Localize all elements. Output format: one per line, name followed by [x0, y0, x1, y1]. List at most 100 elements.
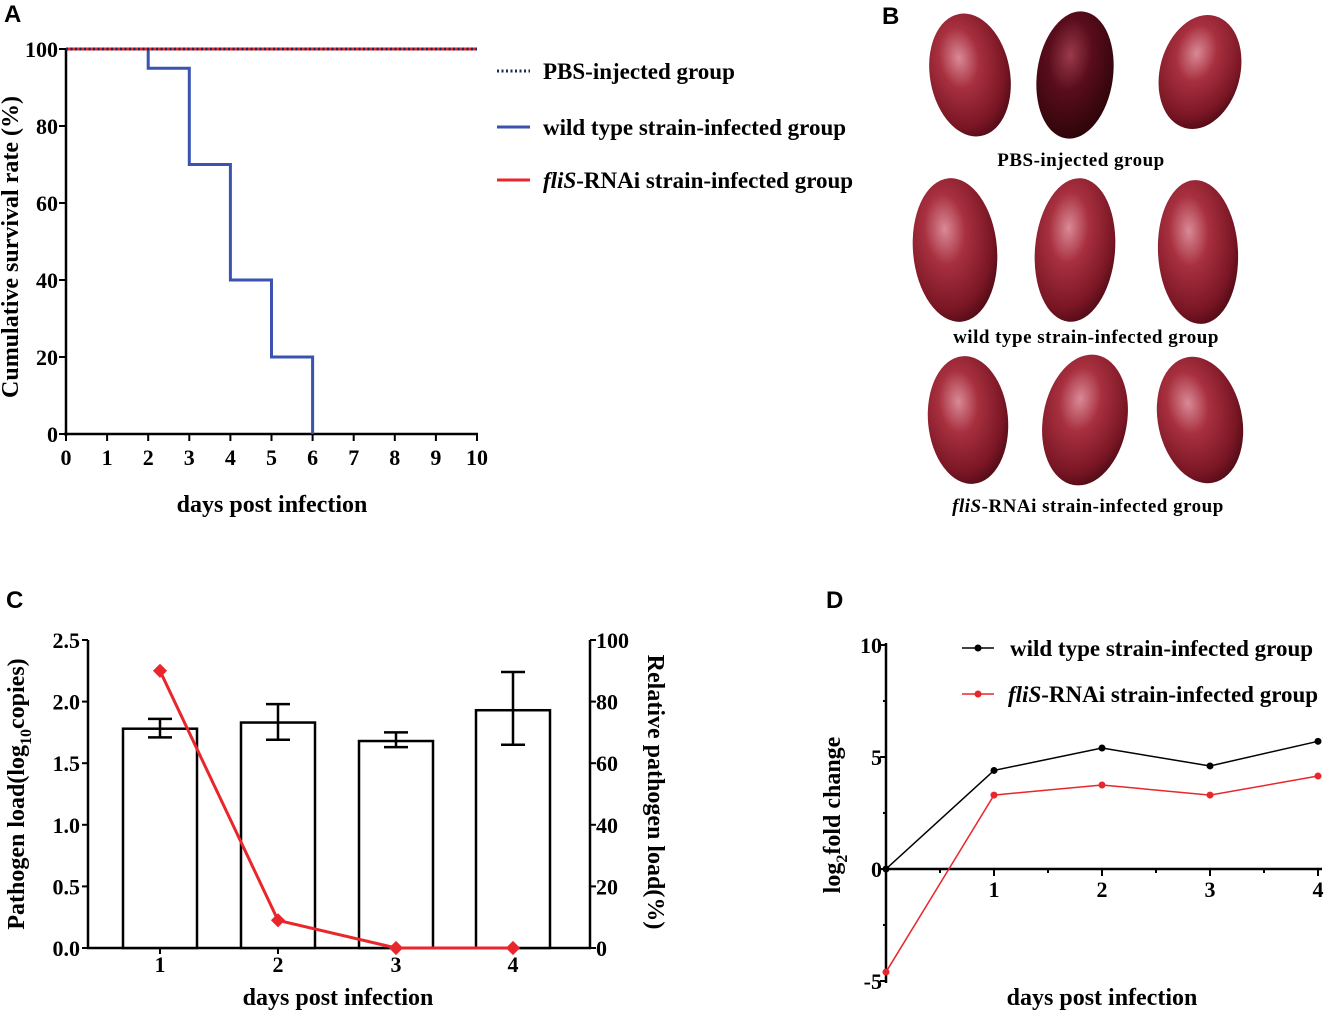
- organ-photo-1: [929, 13, 1011, 137]
- organ-photo-4: [912, 178, 998, 322]
- pathogen-load-chart: 0.0 0.5 1.0 1.5 2.0 2.5 0 20 40 60 80 100 1 2 3 4 days p…: [4, 628, 668, 1011]
- relative-load-point: [270, 913, 286, 928]
- x-tick-label: 9: [430, 445, 441, 470]
- photo-label-flis-italic: fliS: [952, 496, 981, 517]
- photo-label-flis-rest: -RNAi strain-infected group: [982, 496, 1224, 517]
- legend-label-rest: -RNAi strain-infected group: [576, 168, 853, 193]
- x-tick-label: 1: [155, 952, 166, 977]
- x-tick-label: 2: [143, 445, 154, 470]
- legend-marker: [974, 690, 982, 698]
- organ-photo-panel: PBS-injected group wild type strain-infe…: [912, 11, 1244, 517]
- x-tick-label: 8: [389, 445, 400, 470]
- y-tick-label: 1.5: [53, 751, 81, 776]
- relative-load-point: [152, 663, 168, 678]
- panel-label-d: D: [826, 587, 843, 614]
- right-y-tick-label: 80: [596, 690, 618, 715]
- series-point: [1314, 737, 1322, 745]
- x-tick-label: 2: [273, 952, 284, 977]
- x-tick-label: 2: [1097, 877, 1108, 902]
- legend-label-rest: -RNAi strain-infected group: [1041, 682, 1318, 707]
- bar: [357, 739, 435, 950]
- y-tick-label: 100: [25, 37, 58, 62]
- photo-label-pbs: PBS-injected group: [997, 150, 1165, 171]
- x-tick-label: 4: [1313, 877, 1324, 902]
- y-axis-label-subscript: 10: [18, 729, 35, 745]
- organ-photo-6: [1157, 180, 1239, 324]
- x-axis-label: days post infection: [243, 985, 434, 1011]
- y-tick-label: 10: [860, 633, 882, 658]
- legend-label: fliS-RNAi strain-infected group: [1008, 682, 1318, 707]
- series-point: [990, 766, 998, 774]
- series-line-1: [66, 47, 315, 434]
- legend-label: PBS-injected group: [543, 59, 735, 84]
- y-tick-label: 0.5: [53, 874, 81, 899]
- x-tick-label: 4: [508, 952, 519, 977]
- legend-label: wild type strain-infected group: [1010, 636, 1313, 661]
- x-tick-label: 10: [466, 445, 488, 470]
- panel-label-b: B: [882, 3, 899, 30]
- y-tick-label: 5: [871, 745, 882, 770]
- right-y-axis-label: Relative pathogen load(%): [642, 655, 668, 930]
- error-bar: [501, 670, 525, 746]
- error-bar: [384, 731, 408, 749]
- bar: [121, 727, 199, 950]
- right-y-tick-label: 40: [596, 813, 618, 838]
- organ-photo-7: [927, 356, 1009, 484]
- x-tick-label: 0: [61, 445, 72, 470]
- organ-photo-8: [1042, 354, 1128, 486]
- right-y-tick-label: 60: [596, 751, 618, 776]
- relative-load-point: [388, 940, 404, 956]
- panel-label-a: A: [4, 1, 21, 28]
- fold-change-chart: -5 0 5 10 1 2 3 4 wild type strain-infected grou…: [820, 633, 1324, 1011]
- x-tick-label: 4: [225, 445, 236, 470]
- x-tick-label: 7: [348, 445, 359, 470]
- series-point: [1098, 781, 1106, 789]
- y-axis-label: log2fold change: [820, 736, 851, 893]
- y-tick-label: 20: [36, 345, 58, 370]
- right-y-tick-label: 100: [596, 628, 629, 653]
- y-tick-label: 40: [36, 268, 58, 293]
- series-point: [882, 865, 890, 873]
- y-tick-label: 0: [47, 422, 58, 447]
- photo-label-flis: fliS-RNAi strain-infected group: [952, 496, 1224, 517]
- legend-label-italic: fliS: [543, 168, 576, 193]
- error-bar: [266, 702, 290, 742]
- panel-label-c: C: [6, 587, 23, 614]
- y-axis-label-subscript: 2: [834, 855, 851, 863]
- organ-photo-2: [1036, 11, 1114, 139]
- x-tick-label: 1: [989, 877, 1000, 902]
- legend-marker: [974, 644, 982, 652]
- photo-label-wild-type: wild type strain-infected group: [953, 327, 1219, 348]
- x-tick-label: 6: [307, 445, 318, 470]
- organ-photo-3: [1158, 15, 1242, 129]
- series-point: [882, 968, 890, 976]
- series-point: [1206, 762, 1214, 770]
- organ-photo-9: [1156, 356, 1244, 484]
- series-point: [1314, 772, 1322, 780]
- y-axis-label-part: Pathogen load(log: [4, 745, 30, 930]
- series-point: [990, 791, 998, 799]
- y-tick-label: 80: [36, 114, 58, 139]
- series-line-0: [885, 740, 1319, 870]
- series-point: [1206, 791, 1214, 799]
- y-tick-label: 2.5: [53, 628, 81, 653]
- error-bar: [148, 717, 172, 739]
- bar: [239, 721, 317, 950]
- x-axis-label: days post infection: [1007, 985, 1198, 1011]
- x-tick-label: 3: [1205, 877, 1216, 902]
- y-tick-label: 1.0: [53, 813, 81, 838]
- x-tick-label: 3: [391, 952, 402, 977]
- relative-load-point: [505, 940, 521, 956]
- y-axis-label-part: copies): [4, 658, 30, 729]
- y-axis-label: Cumulative survival rate (%): [0, 96, 24, 398]
- y-tick-label: 0: [871, 857, 882, 882]
- y-axis-label-part: fold change: [820, 736, 846, 854]
- organ-photo-5: [1034, 178, 1116, 322]
- y-axis-label-part: log: [820, 863, 846, 894]
- x-tick-label: 3: [184, 445, 195, 470]
- y-tick-label: -5: [864, 969, 882, 994]
- y-axis-label: Pathogen load(log10copies): [4, 658, 35, 929]
- y-tick-label: 60: [36, 191, 58, 216]
